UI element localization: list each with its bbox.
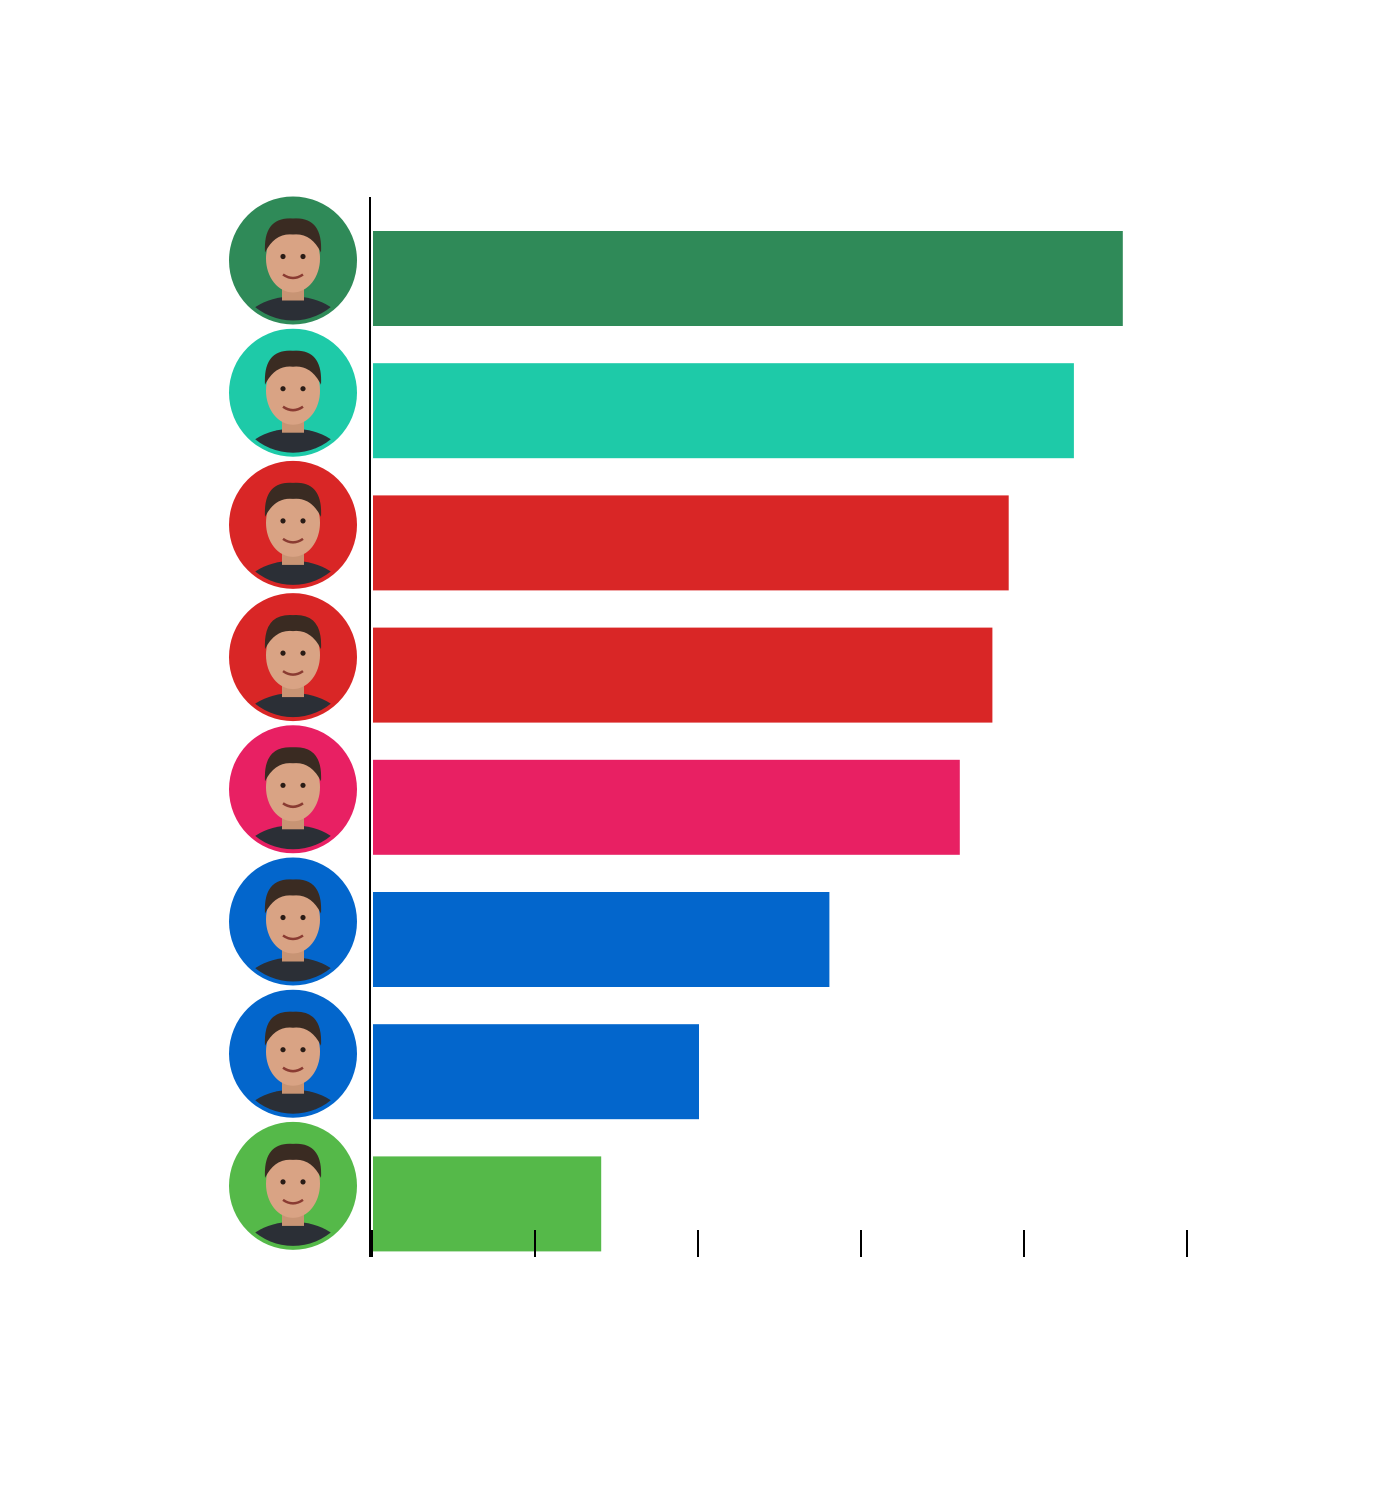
person-photo-icon bbox=[241, 482, 345, 585]
bar-7 bbox=[373, 1024, 699, 1120]
avatar-6 bbox=[229, 857, 357, 986]
avatar-1 bbox=[229, 196, 357, 325]
bar-1 bbox=[373, 231, 1123, 326]
bar-3 bbox=[373, 495, 1009, 591]
bar-5 bbox=[373, 759, 960, 855]
person-photo-icon bbox=[241, 747, 345, 850]
person-photo-icon bbox=[241, 1143, 345, 1246]
person-photo-icon bbox=[241, 879, 345, 982]
avatar-4 bbox=[229, 593, 357, 722]
person-photo-icon bbox=[241, 218, 345, 321]
person-photo-icon bbox=[241, 350, 345, 453]
avatar-2 bbox=[229, 328, 357, 457]
avatar-5 bbox=[229, 725, 357, 854]
avatar-3 bbox=[229, 460, 357, 589]
person-photo-icon bbox=[241, 614, 345, 718]
bar-6 bbox=[373, 892, 830, 987]
bar-2 bbox=[373, 363, 1074, 459]
person-photo-icon bbox=[241, 1011, 345, 1114]
avatar-7 bbox=[229, 989, 357, 1118]
avatar-8 bbox=[229, 1121, 357, 1250]
bar-4 bbox=[373, 627, 993, 723]
bar-8 bbox=[373, 1156, 602, 1252]
